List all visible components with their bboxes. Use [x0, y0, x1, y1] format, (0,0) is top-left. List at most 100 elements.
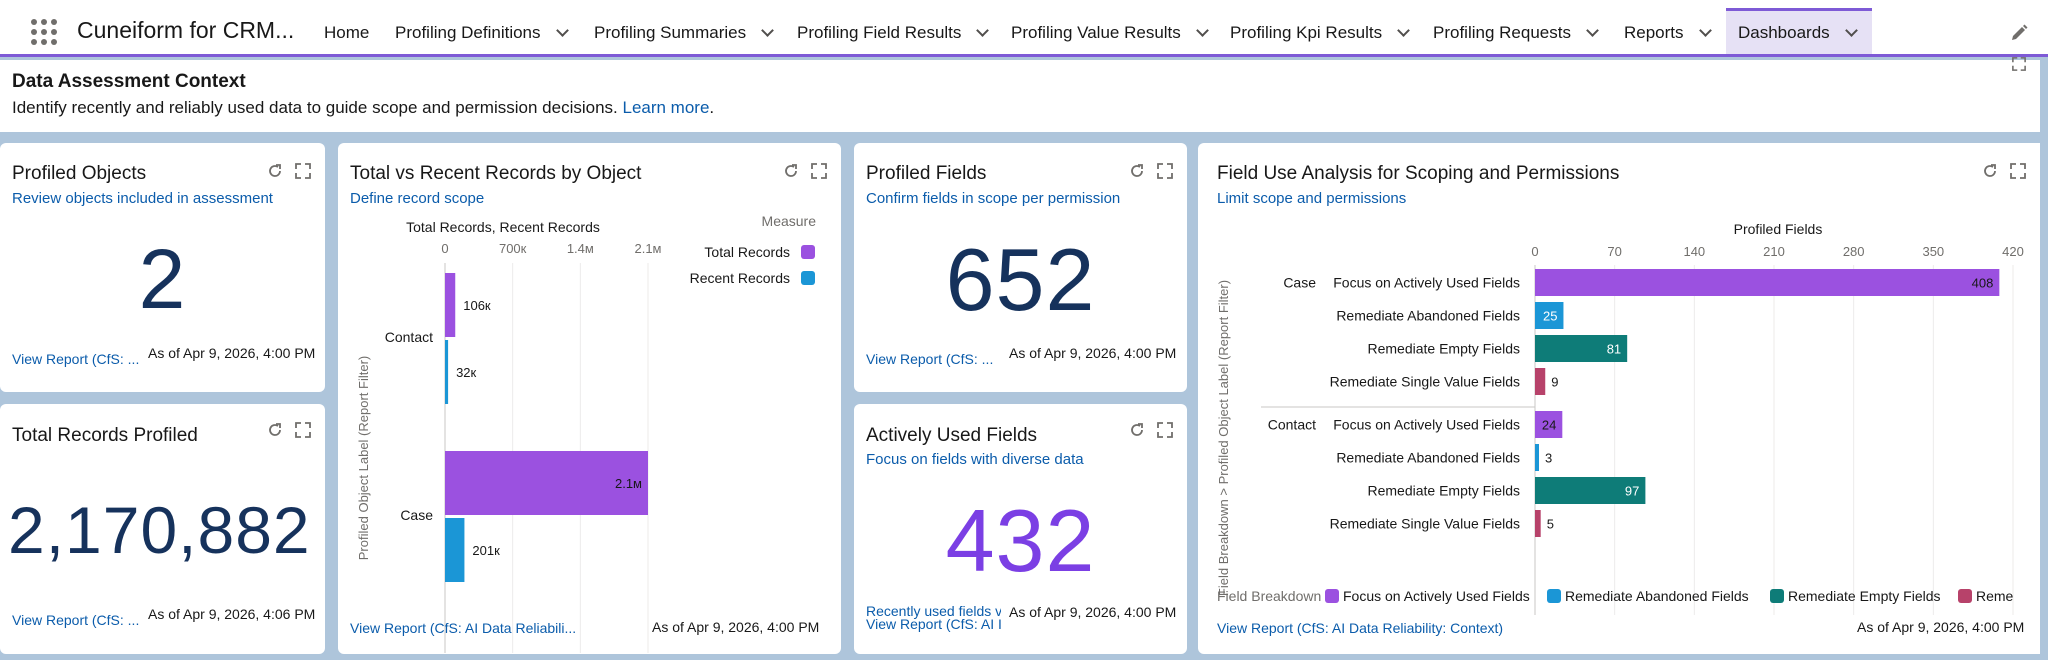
tab-label: Dashboards: [1738, 22, 1830, 42]
chevron-down-icon[interactable]: [1586, 23, 1599, 37]
refresh-icon[interactable]: [267, 422, 283, 438]
metric-value: 652: [945, 230, 1096, 329]
card-title: Profiled Objects: [12, 163, 147, 184]
legend-swatch: [801, 245, 815, 259]
expand-icon[interactable]: [2010, 163, 2026, 179]
category-label: Remediate Single Value Fields: [1330, 516, 1520, 532]
data-label: 3: [1545, 451, 1552, 466]
data-assessment-context: Data Assessment Context Identify recentl…: [0, 57, 2040, 132]
x-tick-label: 0: [1531, 244, 1538, 259]
bar: [1535, 302, 1564, 329]
edit-pencil-icon[interactable]: [2010, 24, 2028, 42]
expand-icon[interactable]: [1157, 163, 1173, 179]
legend-label: Remediate Empty Fields: [1788, 588, 1941, 604]
field-use-analysis-card: Field Use Analysis for Scoping and Permi…: [1198, 143, 2040, 654]
x-tick-label: 280: [1843, 244, 1865, 259]
total-vs-recent-card: Total vs Recent Records by Object Define…: [338, 143, 841, 654]
view-report-link[interactable]: View Report (CfS: ...: [12, 612, 140, 628]
refresh-icon[interactable]: [1129, 422, 1145, 438]
chart-title: Profiled Fields: [1734, 221, 1823, 237]
bar: [1535, 269, 2000, 296]
view-report-link[interactable]: View Report (CfS: AI Data Reliability: C…: [1217, 620, 1504, 636]
chevron-down-icon[interactable]: [1844, 23, 1858, 37]
legend-label: Remediate Abandoned Fields: [1565, 588, 1749, 604]
tab-profiling-kpi-results[interactable]: Profiling Kpi Results: [1218, 11, 1420, 54]
refresh-icon[interactable]: [267, 163, 283, 179]
tab-profiling-summaries[interactable]: Profiling Summaries: [582, 11, 784, 54]
bar: [1535, 335, 1628, 362]
legend-title: Measure: [762, 213, 817, 229]
chevron-down-icon[interactable]: [761, 23, 774, 37]
expand-icon[interactable]: [811, 163, 827, 179]
data-label: 25: [1543, 309, 1557, 324]
chevron-down-icon[interactable]: [555, 23, 569, 37]
metric-value: 432: [945, 491, 1096, 590]
legend-swatch: [1770, 589, 1784, 603]
chevron-down-icon[interactable]: [976, 23, 990, 37]
card-subtitle-link[interactable]: Limit scope and permissions: [1217, 190, 1407, 207]
learn-more-link[interactable]: Learn more: [622, 98, 710, 117]
as-of-timestamp: As of Apr 9, 2026, 4:00 PM: [1009, 345, 1177, 361]
card-subtitle-link[interactable]: Confirm fields in scope per permission: [866, 190, 1121, 207]
tab-profiling-field-results[interactable]: Profiling Field Results: [785, 11, 999, 54]
expand-icon[interactable]: [295, 163, 311, 179]
data-label: 9: [1551, 375, 1558, 390]
x-tick-label: 1.4м: [567, 241, 594, 256]
y-axis-label: Profiled Object Label (Report Filter): [356, 356, 371, 560]
recently-used-fields-link[interactable]: Recently used fields v: [866, 603, 1001, 619]
view-report-link[interactable]: View Report (CfS: ...: [12, 351, 140, 367]
chevron-down-icon[interactable]: [1195, 23, 1209, 37]
bar: [445, 340, 449, 404]
group-label: Case: [1283, 275, 1316, 291]
app-launcher-icon[interactable]: [31, 19, 57, 45]
tab-profiling-requests[interactable]: Profiling Requests: [1421, 11, 1609, 54]
tab-label: Profiling Summaries: [594, 22, 747, 42]
tab-profiling-definitions[interactable]: Profiling Definitions: [383, 11, 579, 54]
expand-icon[interactable]: [2012, 57, 2026, 71]
bar: [1535, 368, 1546, 395]
refresh-icon[interactable]: [1129, 163, 1145, 179]
context-text: Identify recently and reliably used data…: [12, 98, 714, 118]
card-subtitle-link[interactable]: Focus on fields with diverse data: [866, 451, 1084, 468]
card-subtitle-link[interactable]: Review objects included in assessment: [12, 190, 273, 207]
data-label: 106к: [463, 298, 491, 313]
tab-label: Profiling Value Results: [1011, 22, 1181, 42]
tab-home[interactable]: Home: [312, 11, 381, 54]
category-label: Contact: [385, 329, 433, 345]
x-tick-label: 2.1м: [634, 241, 661, 256]
context-period: .: [709, 98, 715, 117]
as-of-timestamp: As of Apr 9, 2026, 4:06 PM: [148, 606, 316, 622]
tab-label: Profiling Definitions: [395, 22, 541, 42]
refresh-icon[interactable]: [783, 163, 799, 179]
card-subtitle-link[interactable]: Define record scope: [350, 190, 485, 207]
chart-title: Total Records, Recent Records: [406, 219, 600, 235]
view-report-link[interactable]: View Report (CfS: AI Data Reliabili...: [350, 620, 577, 636]
data-label: 32к: [456, 365, 476, 380]
category-label: Remediate Empty Fields: [1367, 483, 1520, 499]
chevron-down-icon[interactable]: [1397, 23, 1410, 37]
tab-label: Profiling Field Results: [797, 22, 962, 42]
total-vs-recent-chart: Total Records, Recent Records 0 700к 1.4м 2.…: [356, 213, 817, 653]
chevron-down-icon[interactable]: [1698, 23, 1712, 37]
tab-profiling-value-results[interactable]: Profiling Value Results: [999, 11, 1219, 54]
context-title: Data Assessment Context: [12, 71, 246, 92]
view-report-link[interactable]: View Report (CfS: ...: [866, 351, 994, 367]
card-title: Profiled Fields: [866, 163, 987, 184]
category-label: Remediate Empty Fields: [1367, 341, 1520, 357]
expand-icon[interactable]: [295, 422, 311, 438]
refresh-icon[interactable]: [1982, 163, 1998, 179]
legend-swatch: [1958, 589, 1972, 603]
card-title: Field Use Analysis for Scoping and Permi…: [1217, 163, 1620, 184]
expand-icon[interactable]: [1157, 422, 1173, 438]
category-label: Remediate Single Value Fields: [1330, 374, 1520, 390]
x-tick-label: 0: [441, 241, 448, 256]
view-report-link[interactable]: View Report (CfS: AI I: [866, 616, 1001, 632]
legend-swatch: [1547, 589, 1561, 603]
category-label: Remediate Abandoned Fields: [1336, 308, 1520, 324]
legend-title: Field Breakdown: [1217, 588, 1321, 604]
data-label: 81: [1607, 342, 1621, 357]
tab-label: Profiling Kpi Results: [1230, 22, 1383, 42]
tab-dashboards[interactable]: Dashboards: [1726, 8, 1872, 54]
card-title: Total vs Recent Records by Object: [350, 163, 642, 184]
tab-reports[interactable]: Reports: [1612, 11, 1722, 54]
